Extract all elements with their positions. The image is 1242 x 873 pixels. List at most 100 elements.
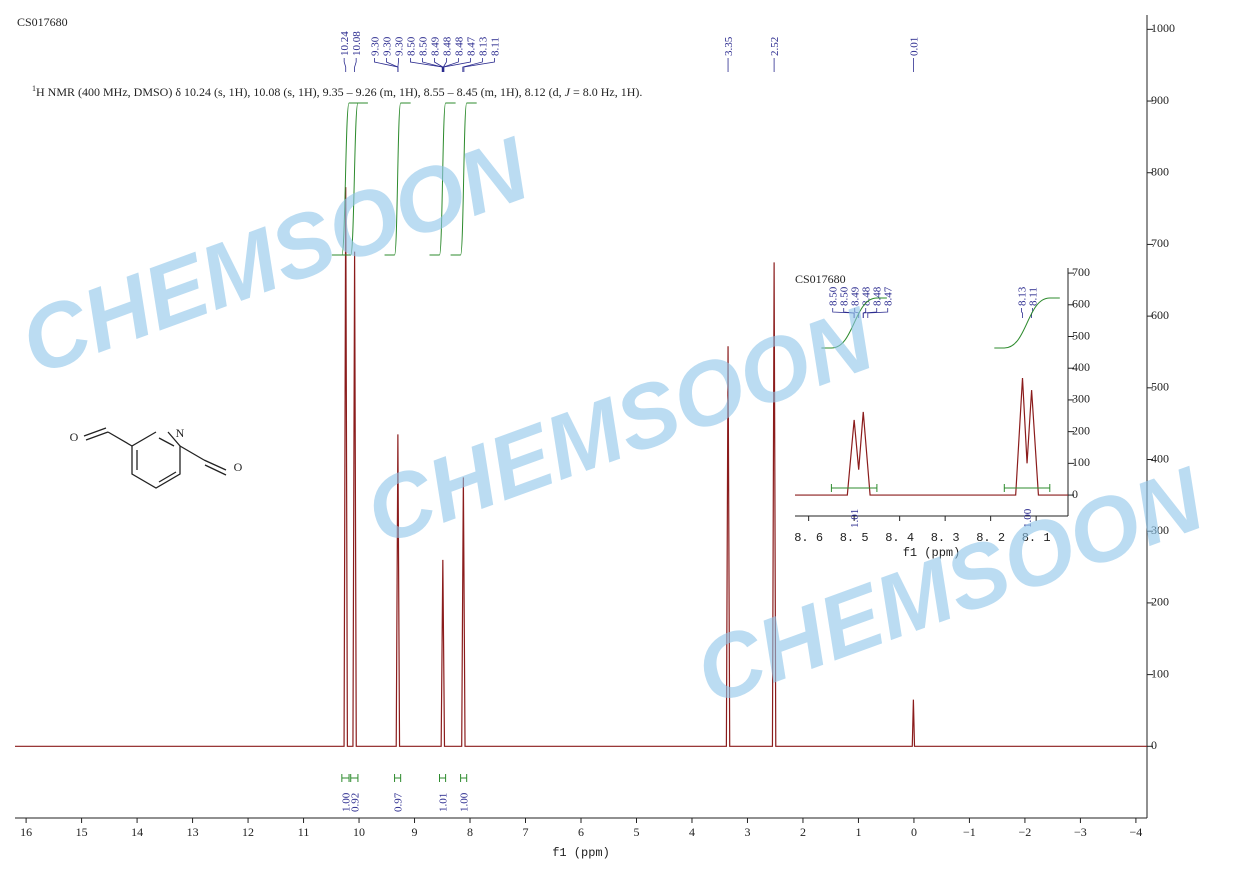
peak-label: 9.30 [393, 36, 405, 56]
y-tick-label: 500 [1072, 328, 1090, 342]
integral-label: 0.97 [393, 792, 405, 812]
peak-connector [434, 58, 444, 72]
peak-label: 8.49 [429, 36, 441, 56]
x-tick-label: 8. 4 [885, 531, 914, 545]
annotation-sup: 1 [32, 84, 36, 93]
peak-label: 10.08 [351, 31, 363, 56]
peak-connector [443, 58, 471, 72]
atom-label: O [234, 460, 243, 474]
y-tick-label: 700 [1072, 265, 1090, 279]
chart-title: CS017680 [17, 15, 68, 29]
integral-bracket [830, 484, 878, 492]
x-tick-label: −1 [963, 825, 976, 839]
annotation-end: = 8.0 Hz, 1H). [570, 85, 642, 99]
inset-title: CS017680 [795, 272, 846, 286]
peak-connector [354, 58, 357, 72]
peak-label: 10.24 [339, 31, 351, 56]
structure [83, 427, 227, 489]
x-tick-label: 8. 1 [1022, 531, 1051, 545]
x-axis-label: f1 (ppm) [552, 846, 610, 860]
peak-connector [442, 58, 459, 72]
inset-background [789, 264, 1112, 562]
annotation: 1H NMR (400 MHz, DMSO) δ 10.24 (s, 1H), … [32, 84, 642, 99]
x-tick-label: 8. 3 [931, 531, 960, 545]
peak-connector [397, 58, 399, 72]
bond [107, 431, 133, 447]
x-tick-label: 8. 5 [840, 531, 869, 545]
x-tick-label: 12 [242, 825, 254, 839]
y-tick-label: 0 [1151, 738, 1157, 752]
peak-label: 8.13 [1017, 286, 1029, 306]
x-tick-label: 7 [523, 825, 529, 839]
peak-label: 8.13 [477, 36, 489, 56]
integral-curve [994, 297, 1060, 349]
x-axis-label: f1 (ppm) [903, 546, 961, 560]
peak-label: 2.52 [769, 37, 781, 56]
y-tick-label: 0 [1072, 487, 1078, 501]
peak-connector [343, 58, 347, 72]
peak-label: 8.48 [441, 36, 453, 56]
bond [85, 431, 109, 441]
peak-label: 0.01 [908, 37, 920, 56]
x-tick-label: 10 [353, 825, 365, 839]
peak-connector [422, 58, 443, 72]
integral-curve [340, 102, 368, 256]
spectrum-line [795, 378, 1068, 496]
x-tick-label: 5 [633, 825, 639, 839]
peak-connector [462, 58, 483, 72]
y-tick-label: 900 [1151, 93, 1169, 107]
bond [83, 427, 107, 437]
x-tick-label: 8. 6 [794, 531, 823, 545]
bond [203, 459, 227, 471]
peak-label: 8.48 [872, 286, 884, 306]
y-tick-label: 700 [1151, 236, 1169, 250]
integral-curve [331, 102, 360, 256]
x-tick-label: 6 [578, 825, 584, 839]
integral-bracket [439, 774, 447, 782]
x-tick-label: 13 [187, 825, 199, 839]
integral-bracket [341, 774, 350, 782]
x-tick-label: 8 [467, 825, 473, 839]
peak-label: 8.48 [861, 286, 873, 306]
annotation-italic: J [565, 85, 571, 99]
peak-connector [867, 308, 889, 318]
peak-connector [1021, 308, 1023, 318]
x-tick-label: 15 [76, 825, 88, 839]
peak-label: 8.50 [828, 286, 840, 306]
y-tick-label: 1000 [1151, 21, 1175, 35]
peak-label: 9.30 [369, 36, 381, 56]
peak-label: 8.50 [839, 286, 851, 306]
integral-bracket [1003, 484, 1051, 492]
peak-connector [463, 58, 495, 72]
bond [204, 464, 227, 476]
integral-curve [450, 102, 477, 256]
y-tick-label: 200 [1151, 595, 1169, 609]
peak-connector [410, 58, 443, 72]
peak-label: 8.11 [1028, 287, 1040, 306]
integral-bracket [350, 774, 359, 782]
integral-label: 1.00 [1022, 508, 1034, 528]
peak-label: 8.50 [417, 36, 429, 56]
integral-curve [429, 102, 456, 256]
spectrum-line [15, 187, 1147, 747]
y-tick-label: 500 [1151, 380, 1169, 394]
x-tick-label: −4 [1130, 825, 1143, 839]
y-tick-label: 300 [1072, 392, 1090, 406]
peak-label: 8.47 [883, 286, 895, 306]
integral-bracket [394, 774, 402, 782]
integral-bracket [460, 774, 468, 782]
watermark: CHEMSOON [9, 119, 543, 395]
y-tick-label: 600 [1072, 297, 1090, 311]
integral-label: 0.92 [349, 793, 361, 812]
peak-label: 3.35 [723, 36, 735, 56]
x-tick-label: 2 [800, 825, 806, 839]
x-tick-label: 4 [689, 825, 695, 839]
x-tick-label: 3 [744, 825, 750, 839]
annotation-text: H NMR (400 MHz, DMSO) δ 10.24 (s, 1H), 1… [36, 85, 565, 99]
y-tick-label: 600 [1151, 308, 1169, 322]
y-tick-label: 400 [1151, 451, 1169, 465]
x-tick-label: 16 [20, 825, 32, 839]
peak-label: 8.11 [489, 37, 501, 56]
atom-label: O [70, 430, 79, 444]
